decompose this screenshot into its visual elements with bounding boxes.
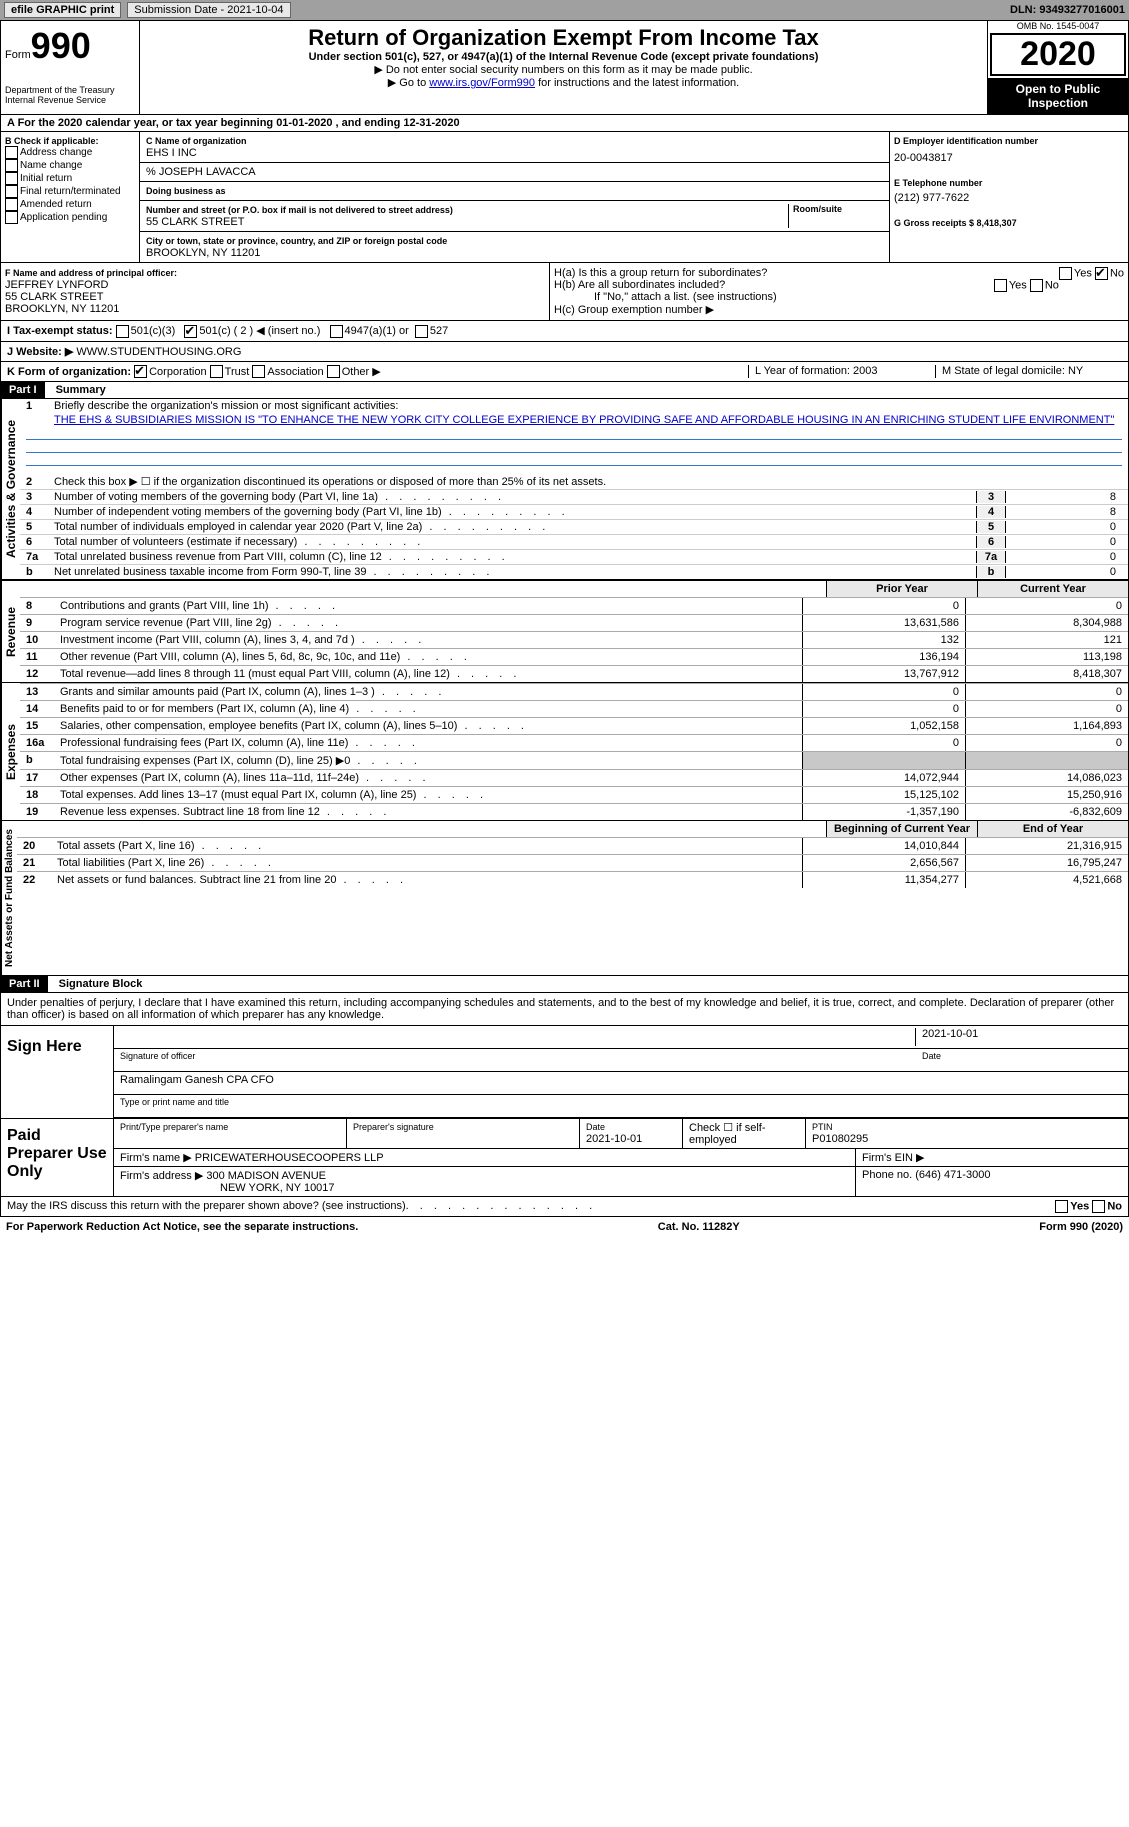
- table-row: 14Benefits paid to or for members (Part …: [20, 700, 1128, 717]
- ha-yes-checkbox[interactable]: [1059, 267, 1072, 280]
- table-row: 16aProfessional fundraising fees (Part I…: [20, 734, 1128, 751]
- part1-header: Part I Summary: [0, 382, 1129, 399]
- topbar: efile GRAPHIC print Submission Date - 20…: [0, 0, 1129, 20]
- 501c3-checkbox[interactable]: [116, 325, 129, 338]
- street-address: 55 CLARK STREET: [146, 216, 244, 228]
- ein: 20-0043817: [894, 152, 1124, 164]
- perjury-declaration: Under penalties of perjury, I declare th…: [0, 993, 1129, 1026]
- note-ssn: ▶ Do not enter social security numbers o…: [144, 63, 983, 76]
- officer-name-title: Ramalingam Ganesh CPA CFO: [114, 1072, 1128, 1095]
- 527-checkbox[interactable]: [415, 325, 428, 338]
- table-row: 20Total assets (Part X, line 16) . . . .…: [17, 837, 1128, 854]
- section-expenses: Expenses 13Grants and similar amounts pa…: [0, 683, 1129, 821]
- telephone: (212) 977-7622: [894, 192, 1124, 204]
- table-row: 9Program service revenue (Part VIII, lin…: [20, 614, 1128, 631]
- care-of: % JOSEPH LAVACCA: [140, 163, 889, 182]
- note-goto: ▶ Go to www.irs.gov/Form990 for instruct…: [144, 76, 983, 89]
- open-to-public: Open to Public Inspection: [988, 78, 1128, 114]
- row-fh: F Name and address of principal officer:…: [0, 263, 1129, 321]
- table-row: bTotal fundraising expenses (Part IX, co…: [20, 751, 1128, 769]
- table-row: 10Investment income (Part VIII, column (…: [20, 631, 1128, 648]
- ptin: P01080295: [812, 1133, 868, 1145]
- table-row: 17Other expenses (Part IX, column (A), l…: [20, 769, 1128, 786]
- initial-return-checkbox[interactable]: [5, 172, 18, 185]
- table-row: 11Other revenue (Part VIII, column (A), …: [20, 648, 1128, 665]
- table-row: 12Total revenue—add lines 8 through 11 (…: [20, 665, 1128, 682]
- paid-preparer-block: Paid Preparer Use Only Print/Type prepar…: [0, 1119, 1129, 1197]
- dept-treasury: Department of the Treasury Internal Reve…: [5, 85, 135, 105]
- section-net-assets: Net Assets or Fund Balances Beginning of…: [0, 821, 1129, 976]
- section-revenue: Revenue Prior YearCurrent Year 8Contribu…: [0, 580, 1129, 683]
- page-footer: For Paperwork Reduction Act Notice, see …: [0, 1217, 1129, 1237]
- side-label-rev: Revenue: [1, 581, 20, 682]
- form-title: Return of Organization Exempt From Incom…: [144, 25, 983, 51]
- submission-date: Submission Date - 2021-10-04: [127, 2, 290, 18]
- amended-return-checkbox[interactable]: [5, 198, 18, 211]
- trust-checkbox[interactable]: [210, 365, 223, 378]
- table-row: 15Salaries, other compensation, employee…: [20, 717, 1128, 734]
- dln: DLN: 93493277016001: [1010, 4, 1125, 16]
- discuss-no-checkbox[interactable]: [1092, 1200, 1105, 1213]
- form-header: Form990 Department of the Treasury Inter…: [0, 20, 1129, 115]
- assoc-checkbox[interactable]: [252, 365, 265, 378]
- table-row: 13Grants and similar amounts paid (Part …: [20, 683, 1128, 700]
- website: WWW.STUDENTHOUSING.ORG: [76, 346, 241, 358]
- table-row: 19Revenue less expenses. Subtract line 1…: [20, 803, 1128, 820]
- irs-link[interactable]: www.irs.gov/Form990: [429, 77, 535, 89]
- address-change-checkbox[interactable]: [5, 146, 18, 159]
- other-checkbox[interactable]: [327, 365, 340, 378]
- side-label-ag: Activities & Governance: [1, 399, 20, 579]
- col-c-org: C Name of organizationEHS I INC % JOSEPH…: [140, 132, 890, 262]
- table-row: 21Total liabilities (Part X, line 26) . …: [17, 854, 1128, 871]
- row-j-website: J Website: ▶ WWW.STUDENTHOUSING.ORG: [0, 342, 1129, 362]
- firm-name: PRICEWATERHOUSECOOPERS LLP: [195, 1152, 384, 1164]
- org-name: EHS I INC: [146, 147, 197, 159]
- side-label-na: Net Assets or Fund Balances: [1, 821, 17, 975]
- row-a-tax-year: A For the 2020 calendar year, or tax yea…: [0, 115, 1129, 132]
- row-k: K Form of organization: Corporation Trus…: [0, 362, 1129, 383]
- hb-no-checkbox[interactable]: [1030, 279, 1043, 292]
- table-row: 18Total expenses. Add lines 13–17 (must …: [20, 786, 1128, 803]
- city-state-zip: BROOKLYN, NY 11201: [146, 247, 260, 259]
- block-bcd: B Check if applicable: Address change Na…: [0, 132, 1129, 263]
- name-change-checkbox[interactable]: [5, 159, 18, 172]
- 4947-checkbox[interactable]: [330, 325, 343, 338]
- form-label: Form: [5, 49, 31, 61]
- sig-date: 2021-10-01: [915, 1028, 1122, 1046]
- app-pending-checkbox[interactable]: [5, 211, 18, 224]
- col-d-ein: D Employer identification number 20-0043…: [890, 132, 1128, 262]
- row-i-tax-status: I Tax-exempt status: 501(c)(3) 501(c) ( …: [0, 321, 1129, 342]
- gross-receipts: G Gross receipts $ 8,418,307: [894, 218, 1124, 228]
- section-activities-governance: Activities & Governance 1Briefly describ…: [0, 399, 1129, 580]
- discuss-yes-checkbox[interactable]: [1055, 1200, 1068, 1213]
- tax-year: 2020: [992, 35, 1124, 74]
- part2-header: Part II Signature Block: [0, 976, 1129, 993]
- omb-number: OMB No. 1545-0047: [988, 21, 1128, 31]
- ha-no-checkbox[interactable]: [1095, 267, 1108, 280]
- col-b-checkboxes: B Check if applicable: Address change Na…: [1, 132, 140, 262]
- signature-block: Sign Here 2021-10-01 Signature of office…: [0, 1026, 1129, 1119]
- form-subtitle: Under section 501(c), 527, or 4947(a)(1)…: [144, 51, 983, 63]
- table-row: 22Net assets or fund balances. Subtract …: [17, 871, 1128, 888]
- table-row: 8Contributions and grants (Part VIII, li…: [20, 597, 1128, 614]
- officer-name: JEFFREY LYNFORD: [5, 279, 109, 291]
- hb-yes-checkbox[interactable]: [994, 279, 1007, 292]
- efile-print-button[interactable]: efile GRAPHIC print: [4, 2, 121, 18]
- firm-phone: Phone no. (646) 471-3000: [856, 1167, 1128, 1196]
- form-number: 990: [31, 25, 91, 66]
- 501c-checkbox[interactable]: [184, 325, 197, 338]
- irs-discuss-row: May the IRS discuss this return with the…: [0, 1197, 1129, 1217]
- side-label-exp: Expenses: [1, 683, 20, 820]
- final-return-checkbox[interactable]: [5, 185, 18, 198]
- mission-statement: THE EHS & SUBSIDIARIES MISSION IS "TO EN…: [54, 414, 1114, 426]
- corp-checkbox[interactable]: [134, 365, 147, 378]
